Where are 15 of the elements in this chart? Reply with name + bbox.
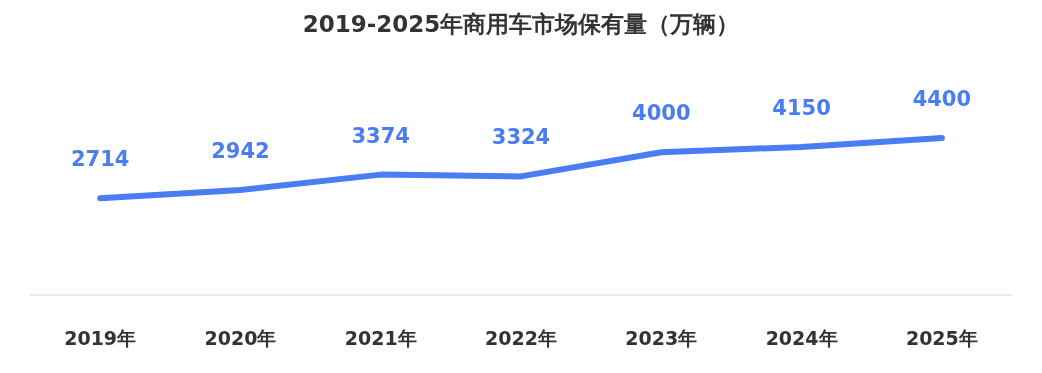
x-tick-label: 2019年 [64, 327, 137, 349]
chart-title: 2019-2025年商用车市场保有量（万辆） [302, 11, 740, 37]
x-tick-label: 2021年 [344, 327, 417, 349]
data-label: 3324 [491, 125, 551, 150]
x-tick-label: 2025年 [905, 327, 978, 349]
data-label: 3374 [351, 123, 410, 148]
data-label: 4400 [912, 87, 972, 111]
x-tick-label: 2024年 [765, 327, 838, 349]
x-tick-label: 2022年 [485, 327, 557, 349]
x-tick-label: 2020年 [204, 327, 277, 349]
x-tick-label: 2023年 [625, 327, 698, 349]
data-label: 4150 [772, 95, 831, 120]
data-label: 2714 [70, 147, 130, 172]
data-label: 4000 [632, 101, 691, 126]
data-label: 2942 [211, 139, 270, 164]
